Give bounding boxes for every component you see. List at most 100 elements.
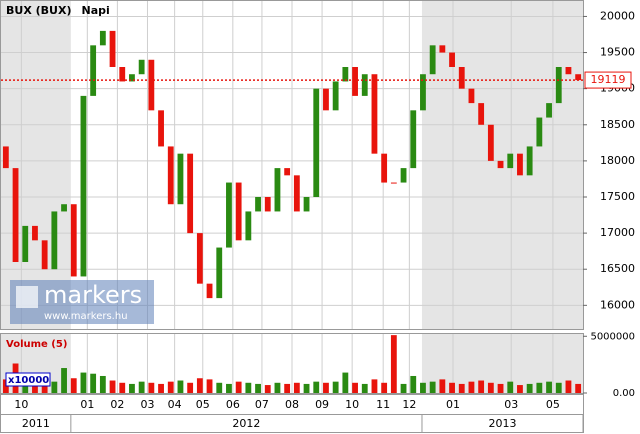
candle bbox=[536, 117, 543, 147]
candle bbox=[2, 146, 9, 169]
multiplier: x10000 bbox=[8, 375, 49, 386]
y-tick-label: 18000 bbox=[600, 154, 635, 167]
candle bbox=[575, 74, 582, 81]
candle bbox=[352, 67, 358, 96]
candle bbox=[148, 59, 155, 111]
candle bbox=[70, 204, 77, 277]
candle bbox=[158, 110, 164, 147]
volume-bar bbox=[400, 383, 407, 393]
volume-bar bbox=[187, 382, 194, 393]
volume-bar bbox=[264, 385, 271, 393]
y-tick-label: 19500 bbox=[600, 46, 635, 59]
x-tick-label: 01 bbox=[80, 398, 94, 411]
volume-bar bbox=[565, 380, 572, 393]
candle bbox=[390, 182, 397, 184]
candle bbox=[371, 74, 378, 154]
last-value-box bbox=[584, 71, 632, 89]
candle bbox=[187, 153, 194, 234]
volume-bar bbox=[99, 375, 106, 393]
x-tick-label: 05 bbox=[546, 398, 560, 411]
volume-bar bbox=[429, 381, 436, 393]
candle bbox=[284, 168, 291, 176]
title: BUX (BUX) bbox=[6, 4, 71, 17]
candle bbox=[22, 225, 29, 262]
multiplier-box bbox=[5, 372, 51, 387]
candle bbox=[410, 110, 417, 169]
candle bbox=[264, 197, 271, 212]
volume-bar bbox=[148, 382, 155, 393]
volume-bar bbox=[226, 383, 232, 393]
candle bbox=[323, 88, 329, 111]
candle bbox=[51, 211, 58, 270]
y-tick-label: 16500 bbox=[600, 262, 635, 275]
volume-bar bbox=[323, 382, 329, 393]
year-label: 2013 bbox=[488, 417, 516, 430]
volume-bar bbox=[274, 382, 281, 393]
candle bbox=[497, 160, 504, 169]
candle bbox=[61, 204, 67, 212]
volume-bar bbox=[80, 372, 87, 393]
volume-bar bbox=[575, 383, 582, 393]
volume-bar bbox=[526, 383, 533, 393]
candle bbox=[41, 240, 48, 270]
volume-bar bbox=[206, 379, 213, 393]
volume-bar bbox=[507, 381, 514, 393]
volume-bar bbox=[555, 382, 562, 393]
chart-title: BUX (BUX) Napi bbox=[6, 4, 110, 17]
x-tick-label: 10 bbox=[345, 398, 359, 411]
volume-bar bbox=[536, 382, 543, 393]
volume-bar bbox=[216, 382, 223, 393]
candle bbox=[517, 153, 523, 176]
volume-bar bbox=[70, 378, 77, 393]
candle bbox=[99, 30, 106, 46]
candle bbox=[167, 146, 174, 205]
volume-bar bbox=[439, 379, 446, 393]
candle bbox=[478, 103, 485, 125]
volume-bar bbox=[458, 383, 465, 393]
candle bbox=[400, 168, 407, 183]
volume-bar bbox=[361, 383, 368, 393]
candle bbox=[342, 67, 349, 82]
vol-tick-label: 5000000 bbox=[590, 331, 635, 342]
candle bbox=[420, 74, 426, 111]
candle bbox=[80, 95, 87, 277]
candle bbox=[313, 88, 320, 197]
volume-bar bbox=[22, 382, 29, 393]
x-tick-label: 05 bbox=[196, 398, 210, 411]
y-tick-label: 17000 bbox=[600, 226, 635, 239]
candle bbox=[361, 74, 368, 96]
candle bbox=[138, 59, 145, 75]
volume-bar bbox=[235, 381, 242, 393]
candle bbox=[429, 45, 436, 75]
volume-bar bbox=[332, 381, 339, 393]
axis-panel bbox=[0, 394, 584, 433]
candle bbox=[255, 197, 261, 212]
volume-bar bbox=[420, 382, 426, 393]
candle bbox=[109, 30, 116, 67]
vol-tick-label: 0.00 bbox=[613, 388, 635, 399]
candle bbox=[546, 103, 552, 118]
volume-bar bbox=[410, 375, 417, 393]
candle bbox=[381, 153, 388, 183]
volume-bar bbox=[32, 383, 38, 393]
volume-bar bbox=[497, 383, 504, 393]
x-tick-label: 10 bbox=[14, 398, 28, 411]
volume-bar bbox=[293, 382, 300, 393]
volume-bar bbox=[109, 380, 116, 393]
candle bbox=[12, 168, 19, 262]
candle bbox=[458, 67, 465, 89]
volume-bar bbox=[119, 382, 126, 393]
x-tick-label: 09 bbox=[315, 398, 329, 411]
volume-bar bbox=[196, 378, 203, 393]
candle bbox=[507, 153, 514, 169]
candle bbox=[235, 182, 242, 241]
candle bbox=[90, 45, 97, 96]
candle bbox=[293, 175, 300, 212]
candle bbox=[216, 247, 223, 299]
volume-bar bbox=[449, 382, 455, 393]
x-tick-label: 12 bbox=[402, 398, 416, 411]
subtitle: Napi bbox=[81, 4, 109, 17]
volume-bar bbox=[177, 380, 184, 393]
volume-bar bbox=[468, 381, 475, 393]
